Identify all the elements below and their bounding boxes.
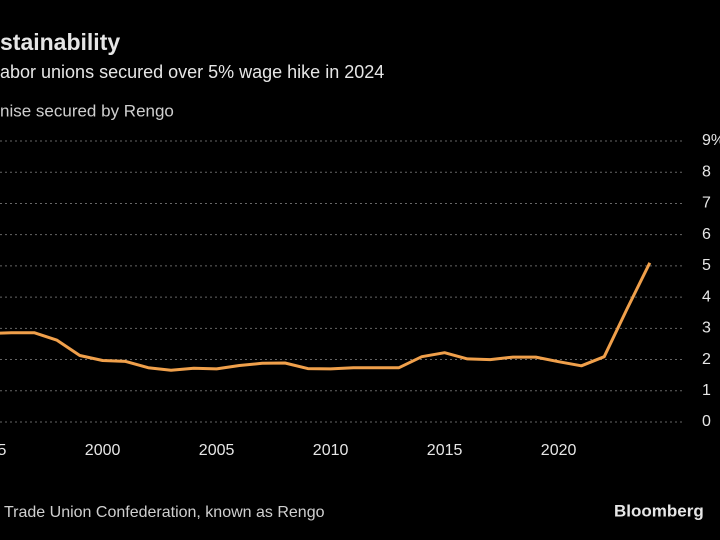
x-tick-label: 2015 bbox=[427, 442, 463, 459]
source: Trade Union Confederation, known as Reng… bbox=[4, 504, 325, 521]
y-tick-label: 2 bbox=[702, 351, 711, 368]
y-tick-label: 5 bbox=[702, 257, 711, 274]
y-tick-label: 3 bbox=[702, 320, 711, 337]
line bbox=[0, 262, 652, 372]
x-tick-label: 2000 bbox=[85, 442, 121, 459]
x-tick-label: 2020 bbox=[541, 442, 577, 459]
y-tick-label: 9% bbox=[702, 132, 720, 149]
x-tick-label: 1995 bbox=[0, 442, 6, 459]
x-tick-label: 2010 bbox=[313, 442, 349, 459]
y-tick-label: 4 bbox=[702, 288, 711, 305]
subtitle: abor unions secured over 5% wage hike in… bbox=[0, 62, 384, 82]
x-tick-label: 2005 bbox=[199, 442, 235, 459]
chart-title: stainability bbox=[0, 29, 120, 55]
y-label: nise secured by Rengo bbox=[0, 101, 174, 120]
y-tick-label: 1 bbox=[702, 382, 711, 399]
y-tick-label: 0 bbox=[702, 413, 711, 430]
brand: Bloomberg bbox=[614, 501, 704, 520]
y-tick-label: 6 bbox=[702, 226, 711, 243]
y-tick-label: 8 bbox=[702, 163, 711, 180]
y-tick-label: 7 bbox=[702, 195, 711, 212]
